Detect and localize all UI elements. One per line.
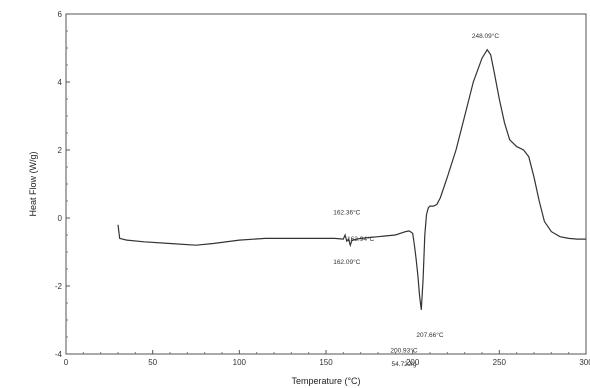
y-tick-label: -4 [55,350,63,359]
heat-flow-line [117,48,586,310]
x-tick-label: 200 [406,358,420,367]
plot-frame [65,13,587,355]
x-tick-label: 150 [319,358,333,367]
x-axis-title: Temperature (°C) [291,376,360,386]
x-tick-label: 250 [493,358,507,367]
annotation-label: 163.94°C [347,235,374,243]
annotation-label: 207.66°C [416,331,443,339]
y-tick-label: 2 [58,146,63,155]
x-tick-label: 100 [233,358,247,367]
y-axis-title: Heat Flow (W/g) [28,151,38,216]
annotation-label: 162.36°C [333,209,360,217]
annotation-label: 248.09°C [472,32,499,40]
y-tick-label: 4 [58,78,63,87]
annotation-label: 200.93°C [390,346,417,354]
y-axis-ticks: -4 -2 0 2 4 6 [55,10,70,359]
x-tick-label: 50 [148,358,157,367]
x-axis-ticks: 0 50 100 150 200 250 300 [64,350,590,367]
x-tick-label: 300 [579,358,590,367]
peak-annotations: 162.36°C 163.94°C 162.09°C 248.09°C 207.66°C… [333,32,499,368]
annotation-label: 54.72J/g [392,361,417,368]
x-tick-label: 0 [64,358,69,367]
y-tick-label: 0 [58,214,63,223]
y-tick-label: 6 [58,10,63,19]
y-tick-label: -2 [55,282,63,291]
annotation-label: 162.09°C [333,258,360,266]
